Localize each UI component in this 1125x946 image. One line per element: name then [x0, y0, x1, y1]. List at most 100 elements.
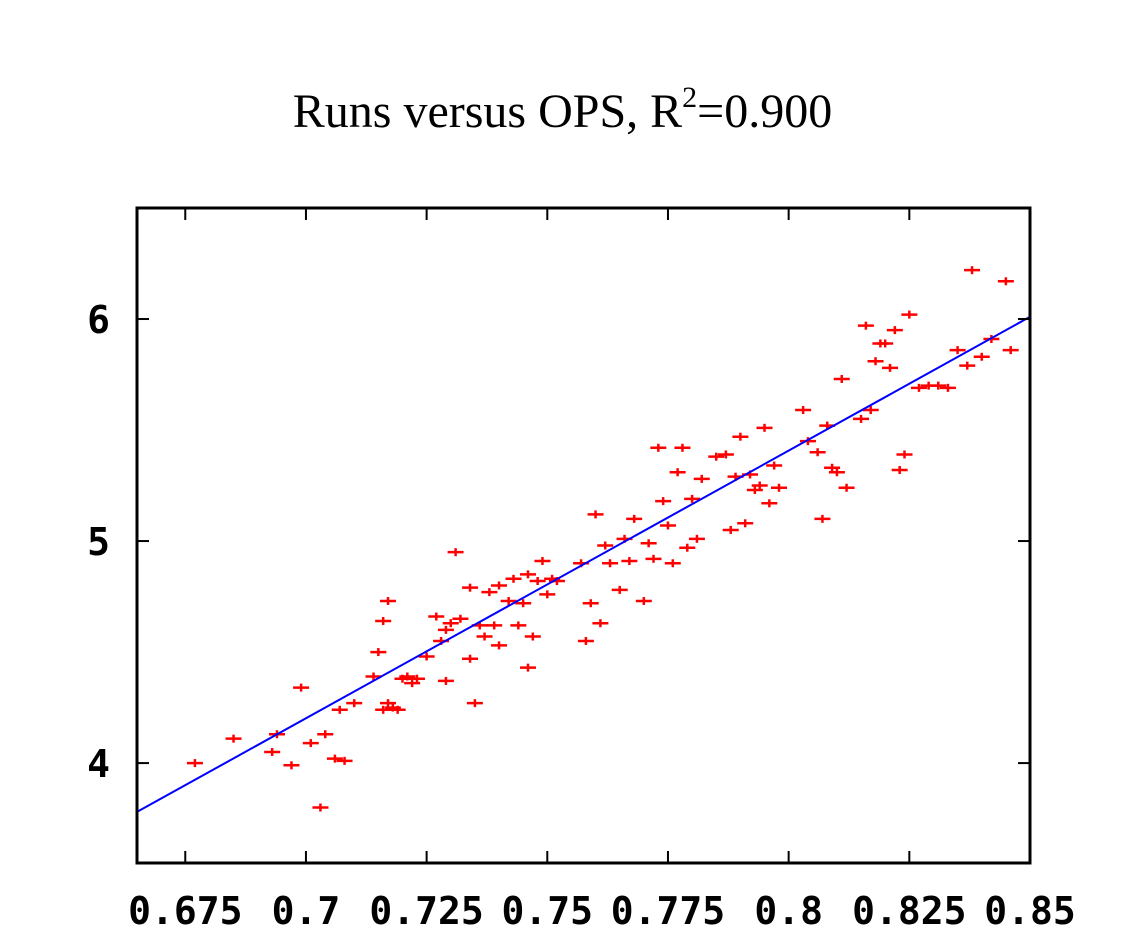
- data-point: [437, 676, 454, 685]
- chart-title: Runs versus OPS, R2=0.900: [0, 83, 1125, 139]
- data-point: [462, 654, 479, 663]
- data-point: [766, 461, 783, 470]
- data-point: [891, 466, 908, 474]
- data-point: [621, 557, 638, 566]
- data-point: [964, 266, 981, 275]
- data-point: [186, 759, 203, 768]
- data-point: [795, 406, 812, 415]
- data-point: [664, 559, 681, 568]
- data-point: [877, 339, 894, 348]
- y-tick-label: 6: [87, 298, 110, 342]
- data-point: [524, 632, 541, 641]
- data-point: [428, 612, 445, 621]
- data-point: [317, 730, 334, 739]
- data-point: [838, 483, 855, 492]
- y-tick-label: 4: [87, 742, 110, 786]
- data-point: [534, 557, 551, 566]
- data-point: [283, 761, 300, 770]
- data-point: [399, 672, 416, 681]
- data-point: [442, 619, 459, 628]
- data-point: [539, 590, 556, 599]
- x-tick-label: 0.775: [611, 889, 725, 933]
- points-layer: [186, 266, 1019, 812]
- data-point: [418, 652, 435, 661]
- data-point: [650, 443, 667, 452]
- data-point: [481, 588, 498, 597]
- data-point: [626, 514, 643, 523]
- data-point: [896, 450, 913, 459]
- data-point: [437, 625, 454, 634]
- data-point: [867, 357, 884, 366]
- data-point: [659, 521, 676, 530]
- data-point: [375, 705, 392, 714]
- data-point: [264, 747, 281, 756]
- data-point: [592, 619, 609, 628]
- data-point: [476, 632, 493, 641]
- data-point: [519, 570, 536, 579]
- data-point: [679, 543, 696, 552]
- data-point: [799, 437, 816, 446]
- data-point: [375, 616, 392, 625]
- data-point: [809, 448, 826, 457]
- data-point: [529, 577, 546, 586]
- data-point: [486, 621, 503, 630]
- data-point: [886, 326, 903, 335]
- data-point: [770, 483, 787, 492]
- data-point: [466, 699, 483, 708]
- data-point: [824, 463, 841, 472]
- data-point: [491, 581, 508, 590]
- data-point: [408, 674, 425, 683]
- data-point: [519, 663, 536, 672]
- data-point: [515, 599, 532, 608]
- data-point: [684, 494, 701, 503]
- x-tick-label: 0.75: [502, 889, 594, 933]
- data-point: [587, 510, 604, 519]
- data-point: [756, 423, 773, 432]
- data-point: [597, 541, 614, 550]
- data-point: [452, 614, 469, 623]
- data-point: [635, 597, 652, 605]
- data-point: [225, 734, 242, 743]
- data-point: [336, 756, 353, 765]
- data-point: [882, 363, 899, 372]
- data-point: [582, 599, 599, 608]
- fit-line-layer: [136, 315, 1031, 813]
- x-tick-label: 0.675: [128, 889, 242, 933]
- data-point: [326, 754, 343, 763]
- x-tick-label: 0.8: [754, 889, 823, 933]
- data-point: [674, 443, 691, 452]
- chart-title-text: Runs versus OPS, R: [292, 85, 683, 138]
- data-point: [669, 468, 686, 477]
- data-point: [380, 699, 397, 708]
- data-point: [462, 583, 479, 592]
- data-point: [693, 474, 710, 483]
- data-point: [828, 468, 845, 477]
- data-point: [389, 705, 406, 714]
- data-point: [857, 321, 874, 330]
- data-point: [611, 585, 628, 594]
- data-point: [973, 352, 990, 361]
- axes-layer: [135, 206, 1032, 865]
- x-tick-label: 0.725: [369, 889, 483, 933]
- data-point: [717, 450, 734, 459]
- x-tick-label: 0.825: [852, 889, 966, 933]
- data-point: [404, 679, 421, 688]
- data-point: [380, 597, 397, 605]
- data-point: [746, 485, 763, 494]
- data-point: [910, 383, 927, 392]
- data-point: [833, 374, 850, 383]
- data-point: [688, 534, 705, 543]
- data-point: [722, 525, 739, 534]
- data-point: [370, 648, 387, 657]
- data-point: [901, 310, 918, 319]
- data-point: [939, 383, 956, 392]
- data-point: [959, 361, 976, 370]
- data-point: [949, 346, 966, 355]
- data-point: [505, 574, 522, 583]
- ticks-layer: 0.675 0.7 0.725 0.75 0.775 0.8 0.825 0.85 4 5 6: [87, 208, 1076, 933]
- data-point: [510, 621, 527, 630]
- data-point: [640, 539, 657, 548]
- data-point: [708, 452, 725, 461]
- chart-title-suffix: =0.900: [697, 85, 833, 138]
